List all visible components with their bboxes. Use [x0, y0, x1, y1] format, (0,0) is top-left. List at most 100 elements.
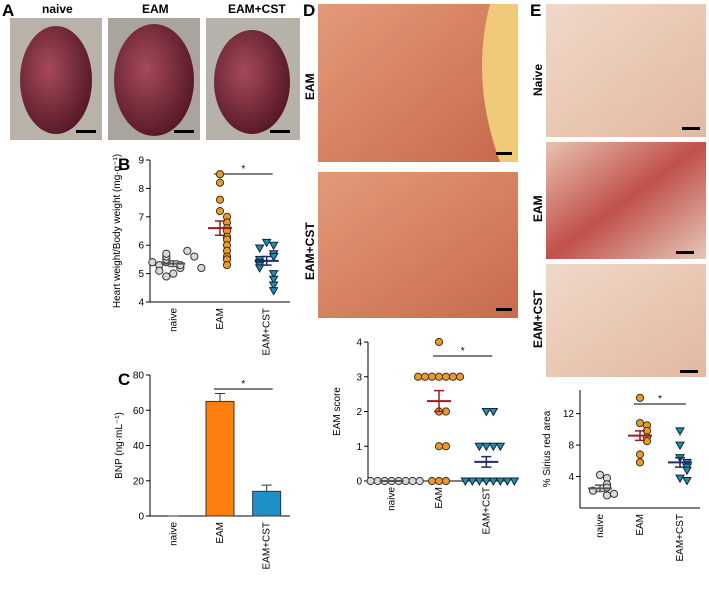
image-label: EAM+CST	[531, 290, 545, 348]
point	[682, 466, 692, 476]
point	[169, 269, 178, 278]
point	[474, 442, 485, 452]
error-bar	[595, 484, 605, 493]
point	[413, 372, 423, 381]
point	[215, 170, 225, 179]
point	[441, 372, 451, 381]
photo	[546, 142, 706, 259]
error-bar	[675, 456, 685, 468]
y-tick-label: 3	[356, 372, 362, 383]
significance: *	[241, 164, 245, 175]
scale-bar	[270, 130, 290, 133]
point	[427, 372, 437, 381]
photo	[546, 4, 706, 137]
significance: *	[241, 379, 245, 390]
point	[488, 442, 499, 452]
point	[682, 476, 692, 486]
scale-bar	[676, 251, 694, 254]
x-tick-label: EAM	[434, 487, 445, 509]
photo	[318, 172, 518, 318]
point	[675, 427, 685, 436]
significance: *	[658, 394, 662, 405]
point	[474, 477, 485, 487]
point	[448, 372, 458, 381]
image-label: EAM+CST	[228, 2, 286, 16]
point	[460, 477, 471, 487]
point	[268, 241, 279, 251]
point	[183, 246, 192, 255]
y-tick-label: 9	[138, 156, 144, 167]
error-bar	[434, 389, 444, 413]
error-bar	[215, 393, 225, 402]
point	[155, 266, 164, 275]
point	[441, 442, 451, 451]
point	[268, 253, 279, 262]
point	[495, 477, 506, 487]
y-tick-label: 7	[138, 212, 144, 223]
point	[268, 281, 279, 290]
bar	[205, 400, 235, 517]
point	[268, 275, 279, 285]
point	[509, 477, 520, 487]
y-tick-label: 4	[568, 472, 574, 483]
point	[488, 408, 499, 417]
x-tick-label: EAM	[635, 514, 646, 536]
point	[148, 258, 157, 267]
x-tick-label: EAM+CST	[675, 514, 686, 562]
point	[635, 418, 645, 428]
point	[434, 337, 444, 347]
x-tick-label: EAM	[215, 522, 226, 544]
point	[595, 470, 605, 480]
y-axis-label: Heart weight/Body weight (mg·g⁻¹)	[112, 154, 123, 308]
image-label: EAM	[531, 195, 545, 222]
point	[268, 287, 279, 296]
error-bar	[168, 260, 179, 268]
point	[488, 477, 499, 487]
error-bar	[481, 455, 492, 468]
panel-label: E	[530, 1, 541, 20]
y-tick-label: 2	[356, 407, 362, 418]
panel-label: B	[118, 155, 130, 174]
point	[215, 195, 225, 204]
image-label: EAM	[303, 73, 317, 100]
point	[635, 458, 645, 467]
x-tick-label: EAM+CST	[262, 522, 273, 570]
x-tick-label: naive	[595, 514, 606, 538]
point	[455, 372, 465, 381]
point	[415, 476, 424, 486]
y-tick-label: 1	[356, 442, 362, 453]
y-tick-label: 6	[138, 241, 144, 252]
y-tick-label: 60	[133, 406, 145, 417]
y-axis-label: % Sirius red area	[542, 410, 553, 487]
tissue	[318, 4, 500, 162]
scale-bar	[496, 308, 512, 311]
point	[162, 272, 171, 281]
scale-bar	[682, 127, 700, 130]
point	[481, 408, 492, 417]
point	[427, 476, 437, 486]
point	[495, 442, 506, 452]
y-tick-label: 12	[563, 409, 575, 420]
point	[162, 249, 171, 258]
y-axis-label: EAM score	[332, 387, 343, 436]
point	[215, 178, 225, 187]
point	[434, 476, 444, 486]
y-tick-label: 20	[133, 476, 145, 487]
y-tick-label: 40	[133, 441, 145, 452]
point	[502, 477, 513, 487]
x-tick-label: EAM+CST	[262, 308, 273, 356]
point	[434, 442, 444, 451]
x-tick-label: naive	[387, 487, 398, 511]
y-tick-label: 8	[568, 441, 574, 452]
scale-bar	[680, 370, 698, 373]
x-tick-label: naive	[168, 308, 179, 332]
y-tick-label: 0	[138, 512, 144, 523]
point	[215, 207, 225, 216]
point	[481, 477, 492, 487]
y-tick-label: 0	[356, 477, 362, 488]
image-label: naive	[42, 2, 73, 16]
point	[197, 263, 206, 273]
point	[467, 477, 478, 487]
photos-a	[10, 18, 300, 140]
